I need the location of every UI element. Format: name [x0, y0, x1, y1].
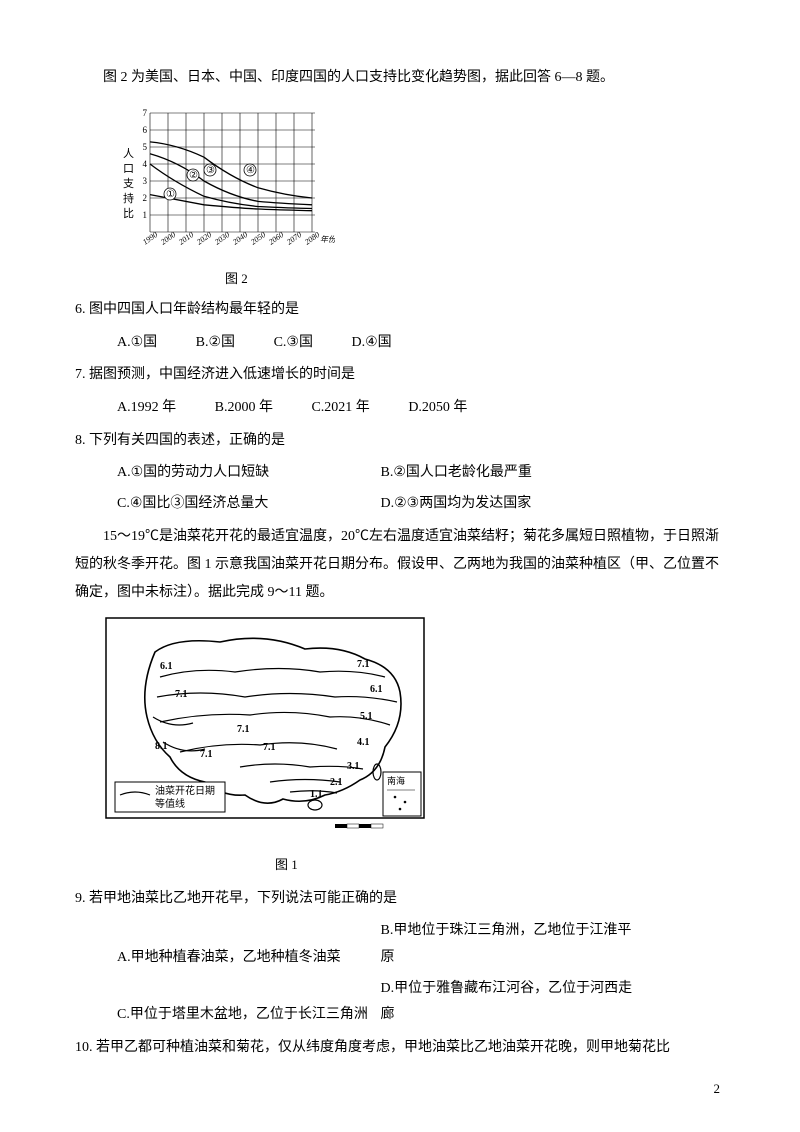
q6-a: A.①国: [117, 330, 157, 357]
svg-text:2040: 2040: [231, 230, 249, 247]
q9-d: D.甲位于雅鲁藏布江河谷，乙位于河西走廊: [381, 976, 641, 1029]
question-6: 6. 图中四国人口年龄结构最年轻的是: [75, 297, 725, 324]
svg-text:1.1: 1.1: [310, 789, 323, 800]
map-legend-1: 油菜开花日期: [155, 784, 215, 797]
svg-text:7.1: 7.1: [237, 724, 250, 735]
svg-text:7.1: 7.1: [200, 749, 213, 760]
svg-text:2060: 2060: [267, 230, 285, 247]
svg-text:②: ②: [189, 170, 198, 181]
svg-text:8.1: 8.1: [155, 741, 168, 752]
q7-d: D.2050 年: [408, 395, 467, 422]
svg-text:2020: 2020: [195, 230, 213, 247]
svg-text:6: 6: [143, 125, 148, 135]
intro-text-1: 图 2 为美国、日本、中国、印度四国的人口支持比变化趋势图，据此回答 6—8 题…: [75, 65, 725, 92]
q6-c: C.③国: [274, 330, 313, 357]
svg-text:2050: 2050: [249, 230, 267, 247]
svg-text:2: 2: [143, 193, 148, 203]
svg-text:7.1: 7.1: [357, 659, 370, 670]
map-legend-2: 等值线: [155, 797, 185, 810]
chart-ylabel-3: 支: [123, 177, 134, 190]
chart-2: 人 口 支 持 比: [115, 102, 335, 267]
svg-text:4: 4: [143, 159, 148, 169]
q8-c: C.④国比③国经济总量大: [117, 491, 377, 518]
question-9-options-1: A.甲地种植春油菜，乙地种植冬油菜 B.甲地位于珠江三角洲，乙地位于江淮平原: [75, 918, 725, 971]
svg-text:2070: 2070: [285, 230, 303, 247]
chart-ylabel-5: 比: [123, 207, 134, 220]
q7-a: A.1992 年: [117, 395, 176, 422]
chart-ylabel-2: 口: [123, 163, 134, 175]
svg-text:3.1: 3.1: [347, 761, 360, 772]
chart-2-container: 人 口 支 持 比: [115, 102, 725, 292]
svg-text:年份: 年份: [320, 235, 335, 244]
svg-text:①: ①: [166, 189, 175, 200]
intro-text-2: 15～19℃是油菜花开花的最适宜温度，20℃左右温度适宜油菜结籽；菊花多属短日照…: [75, 523, 725, 607]
question-7-options: A.1992 年 B.2000 年 C.2021 年 D.2050 年: [75, 395, 725, 422]
svg-text:2030: 2030: [213, 230, 231, 247]
svg-text:4.1: 4.1: [357, 737, 370, 748]
chart-2-caption: 图 2: [225, 267, 725, 292]
svg-text:7.1: 7.1: [175, 689, 188, 700]
svg-text:6.1: 6.1: [370, 684, 383, 695]
question-8-options-2: C.④国比③国经济总量大 D.②③两国均为发达国家: [75, 491, 725, 518]
q6-d: D.④国: [351, 330, 391, 357]
q9-c: C.甲位于塔里木盆地，乙位于长江三角洲: [117, 1002, 377, 1029]
q7-b: B.2000 年: [215, 395, 273, 422]
q9-b: B.甲地位于珠江三角洲，乙地位于江淮平原: [381, 918, 641, 971]
map-1-caption: 图 1: [275, 853, 725, 878]
page-number: 2: [714, 1077, 721, 1102]
svg-text:3: 3: [143, 176, 148, 186]
question-9: 9. 若甲地油菜比乙地开花早，下列说法可能正确的是: [75, 886, 725, 913]
question-9-options-2: C.甲位于塔里木盆地，乙位于长江三角洲 D.甲位于雅鲁藏布江河谷，乙位于河西走廊: [75, 976, 725, 1029]
chart-ylabel-1: 人: [123, 147, 134, 160]
svg-text:7.1: 7.1: [263, 742, 276, 753]
svg-text:1: 1: [143, 210, 148, 220]
svg-text:2080: 2080: [303, 230, 321, 247]
q8-b: B.②国人口老龄化最严重: [381, 460, 641, 487]
svg-text:5: 5: [143, 142, 148, 152]
svg-text:④: ④: [246, 165, 255, 176]
q9-a: A.甲地种植春油菜，乙地种植冬油菜: [117, 945, 377, 972]
svg-text:6.1: 6.1: [160, 661, 173, 672]
chart-ylabel-4: 持: [123, 191, 134, 205]
svg-text:2.1: 2.1: [330, 777, 343, 788]
q8-a: A.①国的劳动力人口短缺: [117, 460, 377, 487]
svg-text:7: 7: [143, 108, 148, 118]
question-10: 10. 若甲乙都可种植油菜和菊花，仅从纬度角度考虑，甲地油菜比乙地油菜开花晚，则…: [75, 1035, 725, 1062]
q6-b: B.②国: [196, 330, 235, 357]
svg-text:2010: 2010: [177, 230, 195, 247]
svg-text:③: ③: [206, 165, 215, 176]
q7-c: C.2021 年: [311, 395, 369, 422]
map-inset-label: 南海: [387, 775, 405, 786]
q8-d: D.②③两国均为发达国家: [381, 491, 641, 518]
question-6-options: A.①国 B.②国 C.③国 D.④国: [75, 330, 725, 357]
question-8-options-1: A.①国的劳动力人口短缺 B.②国人口老龄化最严重: [75, 460, 725, 487]
map-1: 南海 6.1 7.1 8.1 7.1 7.1 7.1 7.1 6.1 5.1 4…: [105, 617, 425, 842]
map-1-container: 南海 6.1 7.1 8.1 7.1 7.1 7.1 7.1 6.1 5.1 4…: [105, 617, 725, 877]
question-7: 7. 据图预测，中国经济进入低速增长的时间是: [75, 362, 725, 389]
svg-text:1990: 1990: [141, 230, 159, 247]
svg-text:2000: 2000: [159, 230, 177, 247]
question-8: 8. 下列有关四国的表述，正确的是: [75, 428, 725, 455]
svg-text:5.1: 5.1: [360, 711, 373, 722]
